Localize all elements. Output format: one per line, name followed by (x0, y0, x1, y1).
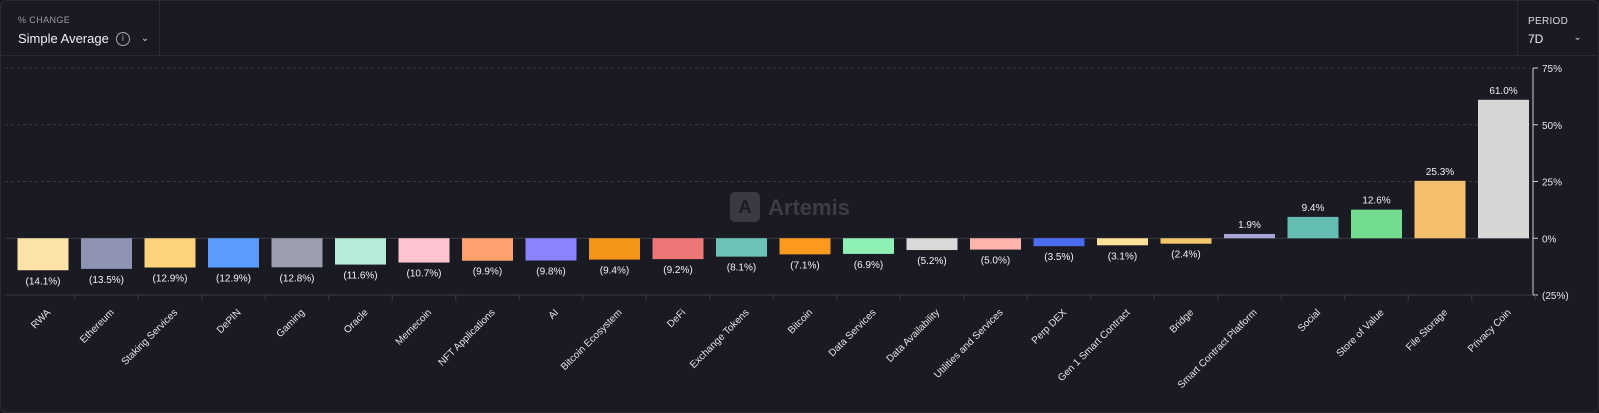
period-dropdown[interactable]: 7D ⌄ (1528, 32, 1582, 46)
bar (208, 238, 259, 268)
x-tick-label: NFT Applications (437, 307, 498, 368)
data-label: 25.3% (1426, 167, 1454, 178)
x-tick-label: Bitcoin (786, 307, 815, 336)
bar-layer: (14.1%) (13.5%) (12.9%) (12.9%) (12.8%) (11.6… (17, 86, 1529, 287)
data-label: 1.9% (1238, 220, 1261, 231)
bar (271, 238, 323, 268)
x-tick-label: DePIN (215, 307, 244, 336)
bar (144, 238, 196, 268)
x-tick-label: Data Availability (885, 307, 943, 365)
data-label: (10.7%) (406, 269, 441, 280)
data-label: (5.2%) (917, 256, 946, 267)
bar (906, 238, 958, 251)
x-tick-label: DeFi (665, 307, 688, 330)
data-label: 12.6% (1362, 196, 1390, 207)
bar (652, 238, 704, 260)
data-label: (13.5%) (89, 275, 124, 286)
metric-selector-box[interactable]: % CHANGE Simple Average i ⌄ (1, 1, 160, 55)
y-tick-label: 50% (1542, 121, 1562, 132)
artemis-logo-mark: A (739, 197, 752, 217)
x-tick-label: Exchange Tokens (688, 307, 751, 370)
chart-toolbar: % CHANGE Simple Average i ⌄ PERIOD 7D ⌄ (1, 1, 1598, 56)
bar (1478, 99, 1529, 239)
bar (1160, 238, 1212, 244)
bar (1097, 238, 1148, 246)
data-label: (11.6%) (343, 271, 377, 282)
bar (779, 238, 831, 255)
bar (1033, 238, 1085, 247)
data-label: (3.1%) (1108, 251, 1137, 262)
bar (716, 238, 767, 257)
data-label: (14.1%) (25, 276, 60, 287)
x-tick-label: Gen 1 Smart Contract (1056, 307, 1133, 384)
x-tick-label: Bridge (1168, 307, 1197, 336)
bar (462, 238, 513, 261)
data-label: 9.4% (1302, 203, 1325, 214)
x-tick-label: Bitcoin Ecosystem (559, 307, 625, 373)
data-label: (9.8%) (536, 266, 565, 277)
x-tick-label: Gaming (275, 307, 308, 340)
data-label: (12.9%) (152, 274, 187, 285)
x-tick-label: Privacy Coin (1466, 307, 1513, 354)
data-label: (8.1%) (727, 263, 756, 274)
metric-caption: % CHANGE (18, 15, 71, 25)
bar (398, 238, 450, 263)
artemis-logo-icon (730, 192, 760, 222)
data-label: (6.9%) (854, 260, 883, 271)
chevron-down-icon: ⌄ (140, 33, 150, 44)
y-tick-label: 75% (1542, 64, 1562, 75)
bar (970, 238, 1021, 250)
data-label: (12.8%) (279, 273, 314, 284)
data-label: (9.9%) (473, 267, 502, 278)
bar (335, 238, 386, 265)
bar-chart: A Artemis (14.1%) (13.5%) (12.9%) (12.9%) (1… (5, 64, 1569, 391)
data-label: 61.0% (1489, 86, 1517, 97)
data-label: (5.0%) (981, 256, 1010, 267)
period-value: 7D (1528, 32, 1544, 46)
x-tick-label: Store of Value (1335, 307, 1387, 359)
bar (1414, 180, 1466, 239)
data-label: (3.5%) (1044, 252, 1073, 263)
bar (589, 238, 640, 260)
data-label: (9.2%) (663, 265, 692, 276)
data-label: (9.4%) (600, 266, 629, 277)
y-tick-label: (25%) (1542, 291, 1569, 302)
bar (525, 238, 577, 261)
bar (81, 238, 132, 269)
x-tick-label: Oracle (342, 307, 371, 336)
period-caption: PERIOD (1528, 16, 1569, 27)
x-tick-label: Utilities and Services (932, 307, 1005, 380)
x-tick-label: Perp DEX (1030, 307, 1069, 346)
period-selector-box[interactable]: PERIOD 7D ⌄ (1517, 1, 1599, 55)
bar (17, 238, 69, 271)
metric-dropdown[interactable]: Simple Average i ⌄ (18, 31, 149, 46)
x-tick-label: AI (547, 307, 561, 321)
x-tick-label: Data Services (827, 307, 879, 359)
metric-value: Simple Average (18, 31, 109, 46)
chevron-down-icon: ⌄ (1573, 32, 1582, 43)
info-icon[interactable]: i (115, 31, 130, 46)
data-label: (2.4%) (1171, 250, 1200, 261)
x-tick-label: File Storage (1404, 307, 1450, 353)
x-tick-label: Ethereum (78, 307, 116, 345)
bar (1287, 216, 1339, 239)
x-tick-label: Memecoin (394, 307, 434, 347)
x-tick-label: RWA (29, 307, 53, 331)
watermark-text: Artemis (768, 195, 850, 220)
bar (1351, 209, 1402, 239)
grid-layer (5, 67, 1530, 239)
x-tick-label: Social (1296, 307, 1323, 334)
bar (843, 238, 894, 254)
y-tick-label: 0% (1542, 234, 1557, 245)
data-label: (7.1%) (790, 260, 819, 271)
x-tick-label: Staking Services (120, 307, 180, 367)
bar (1224, 233, 1275, 239)
data-label: (12.9%) (216, 274, 251, 285)
y-tick-label: 25% (1542, 178, 1562, 189)
artemis-watermark: A Artemis (730, 192, 850, 222)
